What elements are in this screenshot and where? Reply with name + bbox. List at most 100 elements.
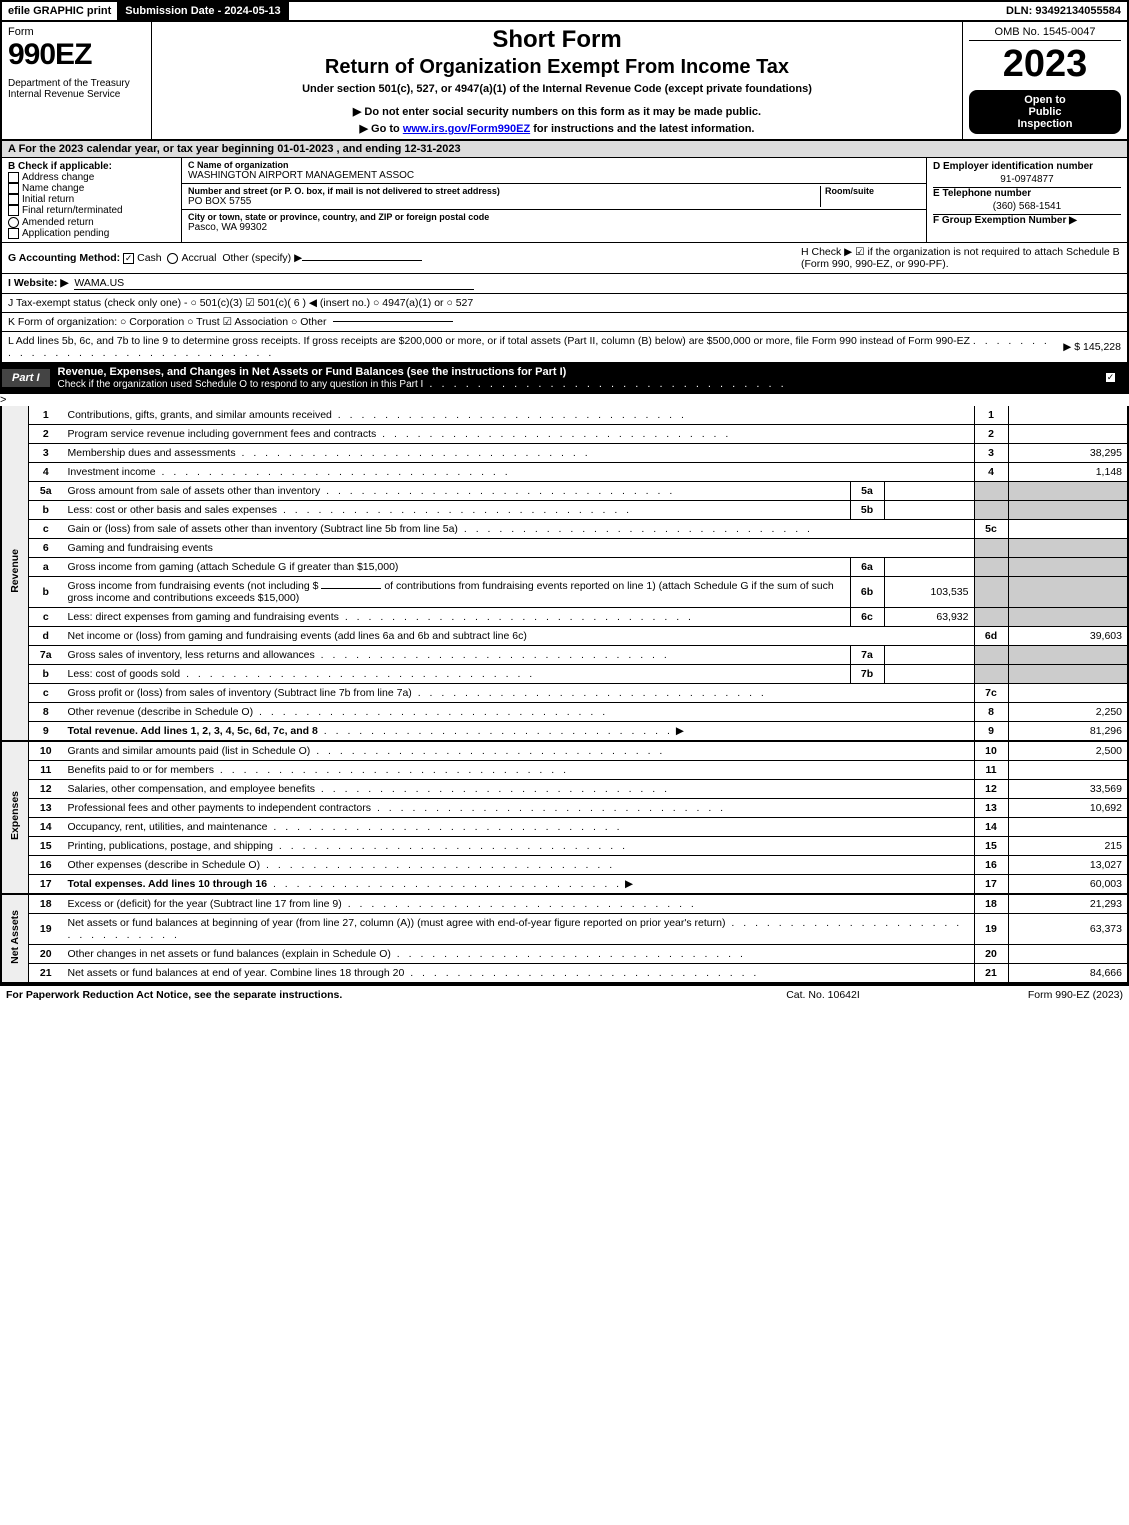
org-city: Pasco, WA 99302 [188, 222, 920, 233]
line-12-desc: Salaries, other compensation, and employ… [68, 783, 315, 795]
line-10-val: 2,500 [1008, 741, 1128, 761]
line-19-desc: Net assets or fund balances at beginning… [68, 917, 726, 929]
line-4-val: 1,148 [1008, 462, 1128, 481]
tax-year: 2023 [969, 43, 1121, 86]
line-13-desc: Professional fees and other payments to … [68, 802, 372, 814]
line-17-desc: Total expenses. Add lines 10 through 16 [68, 878, 268, 890]
line-1-val [1008, 406, 1128, 425]
section-b: B Check if applicable: Address change Na… [2, 158, 182, 242]
line-2-val [1008, 424, 1128, 443]
submission-date: Submission Date - 2024-05-13 [119, 2, 288, 20]
line-8-desc: Other revenue (describe in Schedule O) [68, 706, 254, 718]
line-7b-desc: Less: cost of goods sold [68, 668, 181, 680]
line-12-val: 33,569 [1008, 779, 1128, 798]
part1-lines: Revenue 1 Contributions, gifts, grants, … [0, 406, 1129, 984]
page-footer: For Paperwork Reduction Act Notice, see … [0, 984, 1129, 1004]
line-15-desc: Printing, publications, postage, and shi… [68, 840, 273, 852]
e-label: E Telephone number [933, 188, 1121, 199]
line-10-desc: Grants and similar amounts paid (list in… [68, 745, 311, 757]
f-label: F Group Exemption Number ▶ [933, 215, 1121, 226]
line-6a-subval [884, 557, 974, 576]
line-20-val [1008, 944, 1128, 963]
revenue-tab: Revenue [1, 406, 29, 741]
line-7b-subval [884, 664, 974, 683]
line-6-desc: Gaming and fundraising events [68, 542, 213, 554]
efile-label[interactable]: efile GRAPHIC print [2, 2, 119, 20]
line-6b-desc1: Gross income from fundraising events (no… [68, 580, 319, 592]
dept-line2: Internal Revenue Service [8, 89, 145, 100]
line-2-desc: Program service revenue including govern… [68, 428, 377, 440]
org-name: WASHINGTON AIRPORT MANAGEMENT ASSOC [188, 170, 920, 181]
b-opt-address[interactable]: Address change [8, 172, 175, 183]
form-header: Form 990EZ Department of the Treasury In… [0, 22, 1129, 141]
part1-title: Revenue, Expenses, and Changes in Net As… [50, 363, 1097, 393]
c-name-label: C Name of organization [188, 160, 920, 170]
line-6a-desc: Gross income from gaming (attach Schedul… [68, 561, 399, 573]
line-5a-subval [884, 481, 974, 500]
i-label: I Website: ▶ [8, 277, 68, 289]
line-17-val: 60,003 [1008, 874, 1128, 894]
line-7a-desc: Gross sales of inventory, less returns a… [68, 649, 315, 661]
g-cash-check[interactable]: ✓ [123, 253, 134, 264]
line-21-desc: Net assets or fund balances at end of ye… [68, 967, 405, 979]
k-text: K Form of organization: ○ Corporation ○ … [8, 316, 327, 328]
note-link: ▶ Go to www.irs.gov/Form990EZ for instru… [158, 122, 956, 135]
short-form-title: Short Form [158, 26, 956, 54]
b-opt-name[interactable]: Name change [8, 183, 175, 194]
g-accrual-radio[interactable] [167, 253, 178, 264]
row-k: K Form of organization: ○ Corporation ○ … [0, 313, 1129, 332]
section-def: D Employer identification number 91-0974… [927, 158, 1127, 242]
line-6d-desc: Net income or (loss) from gaming and fun… [68, 630, 527, 642]
line-8-val: 2,250 [1008, 702, 1128, 721]
dln: DLN: 93492134055584 [1000, 2, 1127, 20]
form-word: Form [8, 26, 145, 38]
omb-number: OMB No. 1545-0047 [969, 26, 1121, 41]
section-a: A For the 2023 calendar year, or tax yea… [0, 141, 1129, 158]
b-opt-amended[interactable]: Amended return [8, 217, 175, 228]
line-4-desc: Investment income [68, 466, 156, 478]
b-opt-pending[interactable]: Application pending [8, 228, 175, 239]
part1-schedule-o-check[interactable]: ✓ [1105, 372, 1116, 383]
line-1-num: 1 [29, 406, 63, 425]
line-18-desc: Excess or (deficit) for the year (Subtra… [68, 898, 342, 910]
line-5b-subval [884, 500, 974, 519]
g-label: G Accounting Method: [8, 252, 120, 264]
part1-label: Part I [2, 369, 50, 387]
line-11-desc: Benefits paid to or for members [68, 764, 214, 776]
line-6b-subval: 103,535 [884, 576, 974, 607]
b-opt-final[interactable]: Final return/terminated [8, 205, 175, 216]
line-19-val: 63,373 [1008, 913, 1128, 944]
c-city-label: City or town, state or province, country… [188, 212, 920, 222]
line-11-val [1008, 760, 1128, 779]
line-3-desc: Membership dues and assessments [68, 447, 236, 459]
k-other-input[interactable] [333, 321, 453, 322]
line-5c-desc: Gain or (loss) from sale of assets other… [68, 523, 458, 535]
entity-info-row: B Check if applicable: Address change Na… [0, 158, 1129, 243]
l-text: L Add lines 5b, 6c, and 7b to line 9 to … [8, 335, 970, 347]
line-14-desc: Occupancy, rent, utilities, and maintena… [68, 821, 268, 833]
netassets-tab: Net Assets [1, 894, 29, 983]
row-j: J Tax-exempt status (check only one) - ○… [0, 294, 1129, 313]
part1-header: Part I Revenue, Expenses, and Changes in… [0, 363, 1129, 394]
line-5b-desc: Less: cost or other basis and sales expe… [68, 504, 278, 516]
footer-catno: Cat. No. 10642I [723, 989, 923, 1001]
subtitle: Under section 501(c), 527, or 4947(a)(1)… [158, 83, 956, 95]
phone: (360) 568-1541 [933, 199, 1121, 215]
line-5a-desc: Gross amount from sale of assets other t… [68, 485, 321, 497]
b-opt-initial[interactable]: Initial return [8, 194, 175, 205]
footer-left: For Paperwork Reduction Act Notice, see … [6, 989, 723, 1001]
main-title: Return of Organization Exempt From Incom… [158, 56, 956, 79]
d-label: D Employer identification number [933, 161, 1121, 172]
c-room-label: Room/suite [825, 186, 920, 196]
g-other-input[interactable] [302, 260, 422, 261]
irs-link[interactable]: www.irs.gov/Form990EZ [403, 123, 530, 135]
expenses-tab: Expenses [1, 741, 29, 894]
ein: 91-0974877 [933, 172, 1121, 188]
website: WAMA.US [74, 277, 474, 290]
line-16-desc: Other expenses (describe in Schedule O) [68, 859, 261, 871]
b-label: B Check if applicable: [8, 161, 175, 172]
form-number: 990EZ [8, 38, 145, 72]
line-21-val: 84,666 [1008, 963, 1128, 983]
l-value: ▶ $ 145,228 [1063, 341, 1121, 353]
org-street: PO BOX 5755 [188, 196, 820, 207]
